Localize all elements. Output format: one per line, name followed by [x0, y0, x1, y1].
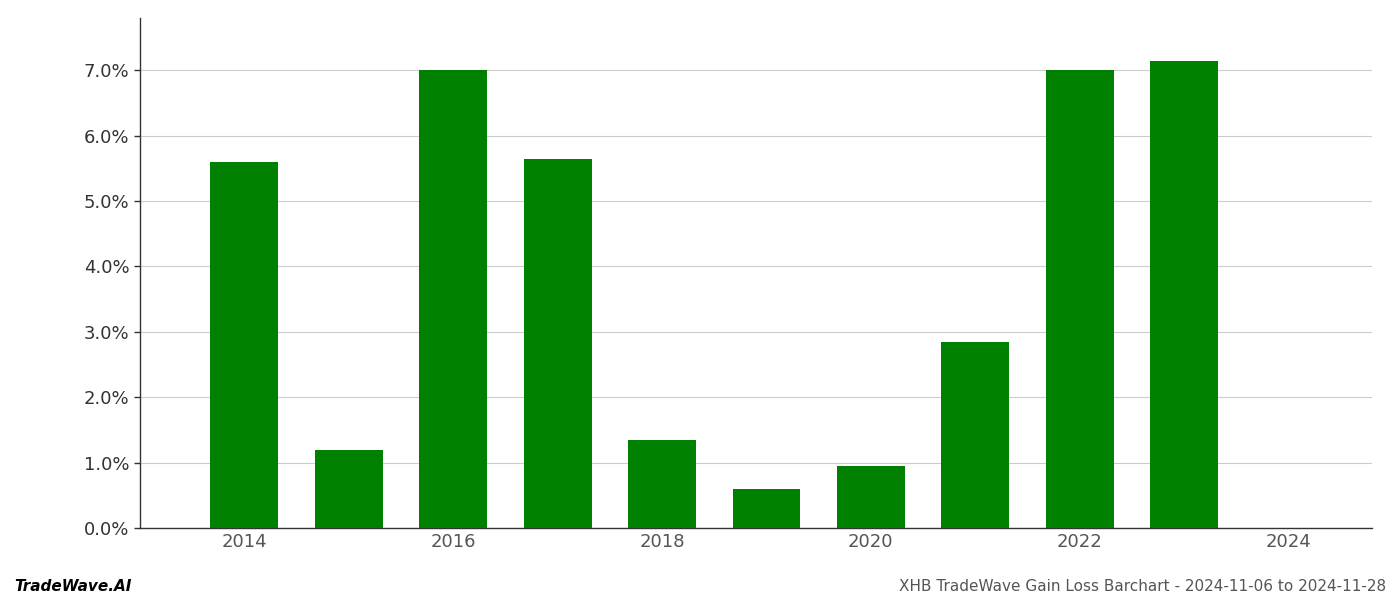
Bar [629, 440, 696, 528]
Bar [419, 70, 487, 528]
Bar [1046, 70, 1113, 528]
Text: XHB TradeWave Gain Loss Barchart - 2024-11-06 to 2024-11-28: XHB TradeWave Gain Loss Barchart - 2024-… [899, 579, 1386, 594]
Text: TradeWave.AI: TradeWave.AI [14, 579, 132, 594]
Bar [732, 489, 801, 528]
Bar [524, 158, 592, 528]
Bar [315, 449, 382, 528]
Bar [941, 341, 1009, 528]
Bar [210, 162, 279, 528]
Bar [837, 466, 904, 528]
Bar [1151, 61, 1218, 528]
